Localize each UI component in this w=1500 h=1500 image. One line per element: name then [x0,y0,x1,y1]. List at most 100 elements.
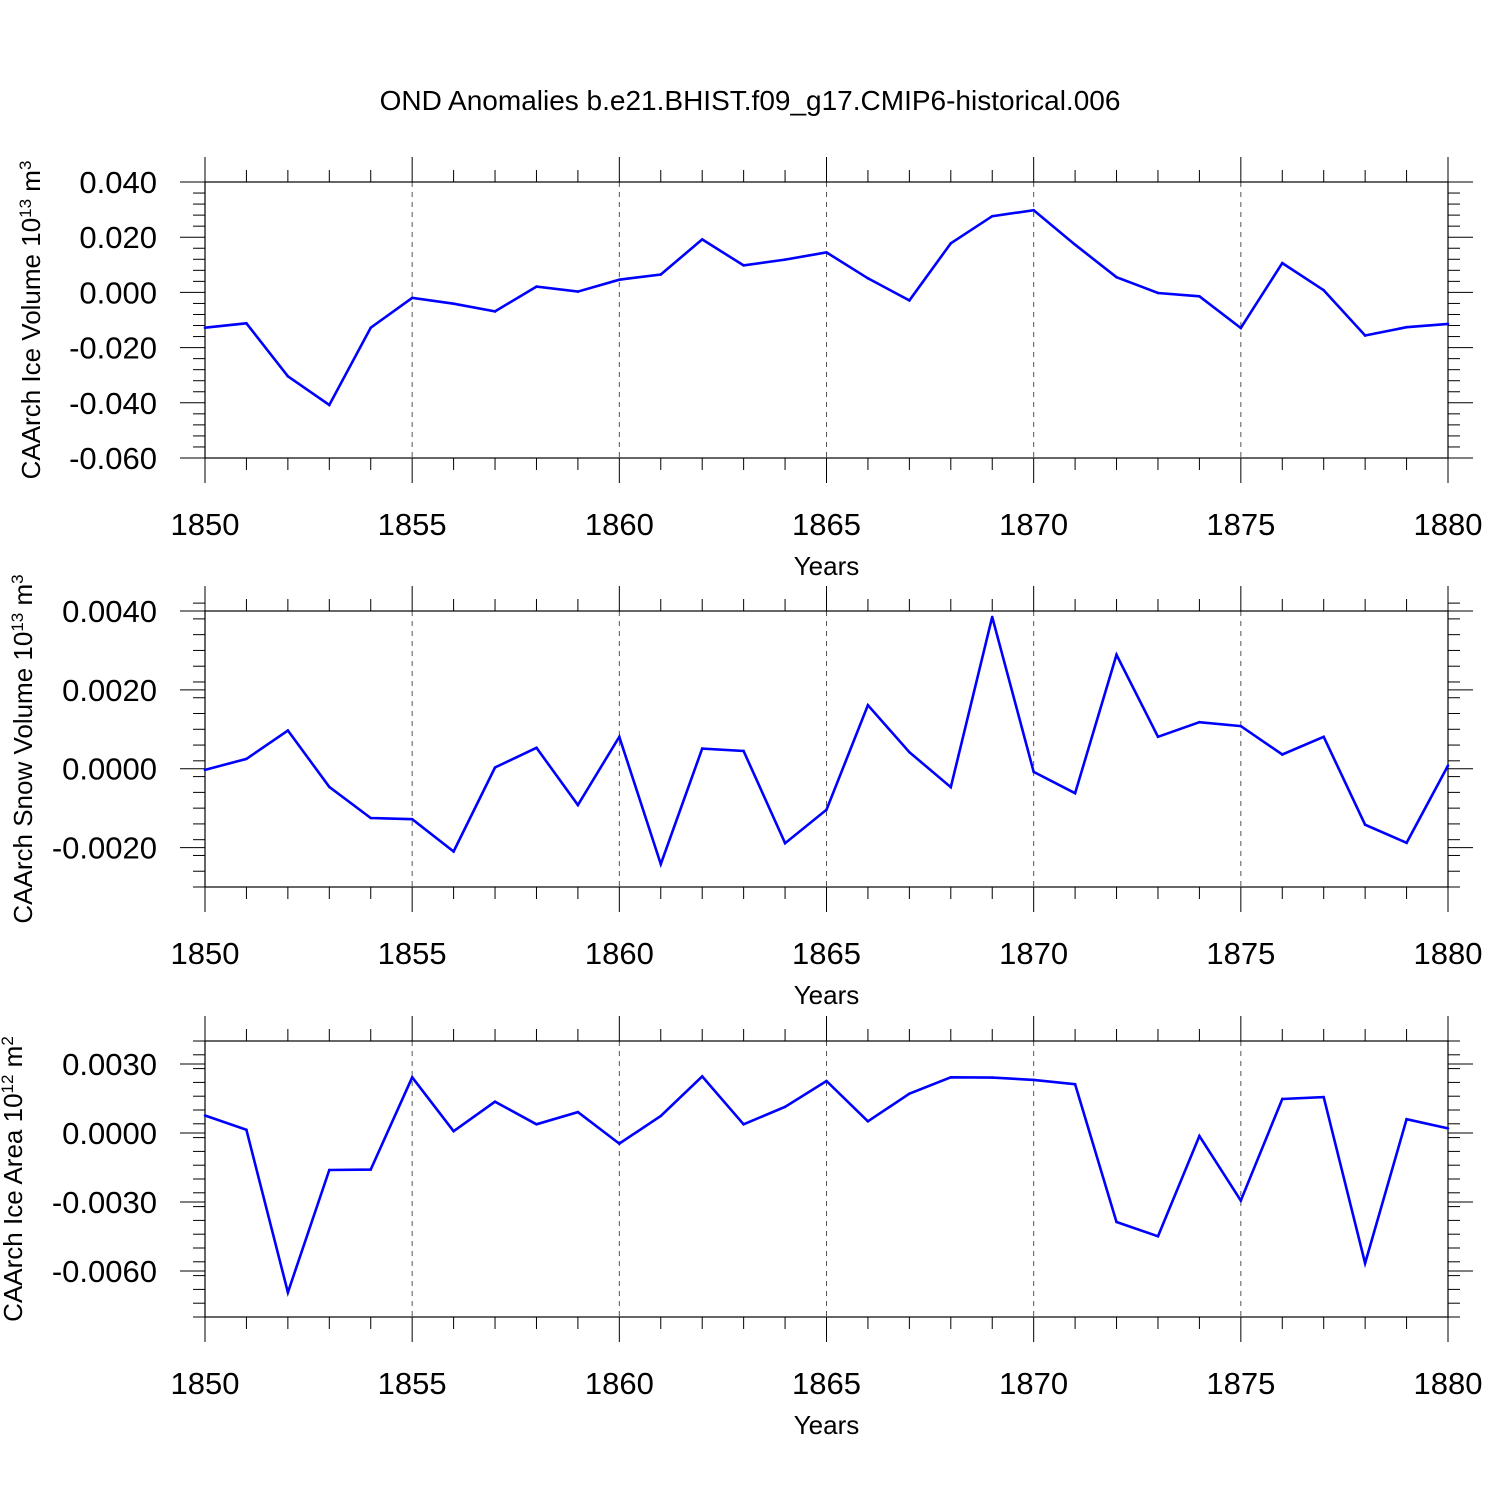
data-point [410,1076,414,1079]
data-point [1280,261,1284,265]
data-point [203,326,207,330]
x-tick-label: 1860 [585,936,654,971]
y-axis-title: CAArch Ice Area 1012 m2 [0,1036,28,1322]
data-point [742,264,745,267]
panel-1: 0.040 0.020 0.000 -0.020 -0.040 -0.060 1850 185… [16,157,1483,581]
data-point [1156,735,1160,739]
data-point [1156,291,1160,295]
y-axis-title-exponent: 13 [16,199,35,218]
data-point [866,1119,870,1123]
data-point [825,1079,828,1083]
data-point [700,238,704,241]
data-point [990,615,994,619]
data-point [1073,791,1077,795]
y-tick-label: 0.0000 [62,1116,157,1151]
data-point [203,768,207,772]
data-point [742,1122,745,1126]
x-tick-label: 1870 [999,1366,1068,1401]
data-point [1280,753,1284,756]
data-point [1280,1097,1284,1101]
data-point [452,1129,455,1133]
data-point [203,1114,207,1117]
x-tick-label: 1860 [585,1366,654,1401]
data-point [369,816,373,820]
data-point [286,729,290,732]
data-point [700,1075,704,1078]
x-tick-label: 1880 [1414,936,1483,971]
data-point [286,375,290,378]
data-point [825,808,828,812]
panels: 0.040 0.020 0.000 -0.020 -0.040 -0.060 1850 185… [0,157,1482,1440]
x-tick-label: 1850 [171,936,240,971]
data-point [1115,1220,1118,1224]
x-tick-label: 1850 [171,1366,240,1401]
data-point [493,310,497,313]
data-point [866,703,870,707]
data-point [493,1100,497,1104]
data-point [1073,243,1077,246]
y-axis-title-unit: m [16,170,46,199]
data-point [825,251,828,254]
data-point [1239,1199,1243,1202]
data-point [410,817,414,821]
x-tick-label: 1855 [378,507,447,542]
data-point [576,803,580,807]
data-point [576,1110,580,1114]
y-axis-title-exponent: 13 [8,613,27,632]
y-tick-label: -0.0020 [52,831,157,866]
data-point [1405,1117,1408,1121]
data-point [410,296,414,300]
y-axis-title-text: CAArch Ice Area 10 [0,1093,28,1321]
data-point [1115,653,1118,657]
data-point [245,757,248,761]
data-point [1446,322,1450,326]
data-point [618,1142,621,1145]
x-tick-label: 1875 [1206,1366,1275,1401]
data-point [1363,334,1367,337]
data-point [1322,288,1325,292]
y-tick-label: 0.0020 [62,673,157,708]
data-point [908,299,911,302]
data-point [1239,724,1243,728]
y-axis-title-unit-exponent: 2 [0,1036,17,1045]
y-tick-label: -0.020 [69,331,157,366]
data-point [700,747,704,750]
y-axis-title-exponent: 12 [0,1075,17,1094]
data-point [1156,1234,1160,1238]
y-tick-label: 0.0030 [62,1047,157,1082]
x-tick-label: 1860 [585,507,654,542]
y-tick-label: 0.0040 [62,594,157,629]
y-tick-label: 0.020 [79,220,157,255]
data-point [369,1168,373,1171]
data-point [328,1168,331,1172]
chart-title: OND Anomalies b.e21.BHIST.f09_g17.CMIP6-… [380,85,1121,116]
data-point [866,277,870,280]
data-point [949,241,953,245]
data-point [949,1076,953,1079]
y-tick-label: 0.000 [79,275,157,310]
y-axis-title-unit: m [8,584,38,613]
data-point [659,273,663,276]
data-point [535,285,538,288]
x-tick-label: 1875 [1206,507,1275,542]
data-point [452,850,455,853]
data-point [1446,764,1450,767]
data-point [1322,735,1325,739]
data-point [949,785,953,789]
y-tick-label: -0.0060 [52,1254,157,1289]
y-tick-label: -0.040 [69,386,157,421]
data-point [1032,208,1035,212]
data-point [1363,823,1367,827]
data-point [783,1105,787,1109]
data-point [328,785,331,789]
data-point [535,746,538,750]
data-point [452,302,455,306]
x-tick-label: 1870 [999,507,1068,542]
y-axis-title-unit-exponent: 3 [16,161,35,170]
x-tick-label: 1880 [1414,507,1483,542]
data-point [1032,1078,1035,1082]
x-axis-title: Years [794,1410,860,1440]
data-point [1115,275,1118,279]
data-point [990,214,994,218]
